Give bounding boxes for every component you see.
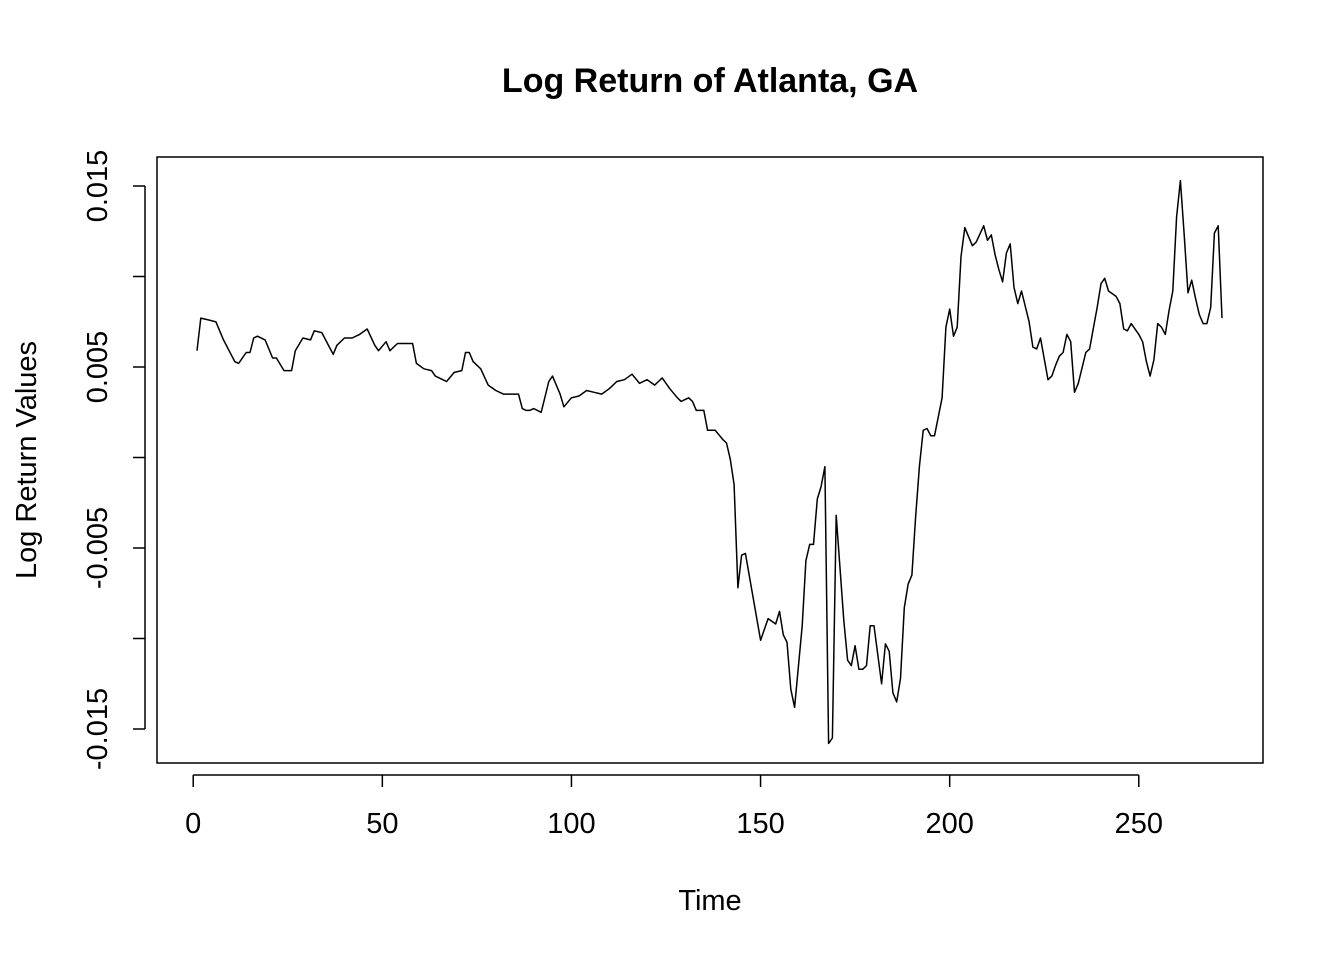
- y-tick-label: 0.015: [82, 150, 114, 223]
- x-axis-label: Time: [678, 885, 741, 917]
- y-tick-label: -0.015: [82, 688, 114, 770]
- x-tick-label: 50: [366, 808, 398, 840]
- x-tick-label: 100: [547, 808, 595, 840]
- series-line: [196, 179, 1223, 745]
- y-tick-label: 0.005: [82, 331, 114, 404]
- x-tick-label: 200: [925, 808, 973, 840]
- y-tick-label: -0.005: [82, 507, 114, 589]
- x-tick-label: 150: [736, 808, 784, 840]
- x-tick-label: 0: [185, 808, 201, 840]
- y-axis-label: Log Return Values: [11, 341, 43, 579]
- y-axis: -0.015 -0.005 0.005 0.015: [82, 150, 146, 770]
- chart-title: Log Return of Atlanta, GA: [502, 62, 918, 100]
- plot-frame: [156, 156, 1264, 764]
- x-tick-label: 250: [1115, 808, 1163, 840]
- x-axis: 0 50 100 150 200 250: [185, 774, 1163, 840]
